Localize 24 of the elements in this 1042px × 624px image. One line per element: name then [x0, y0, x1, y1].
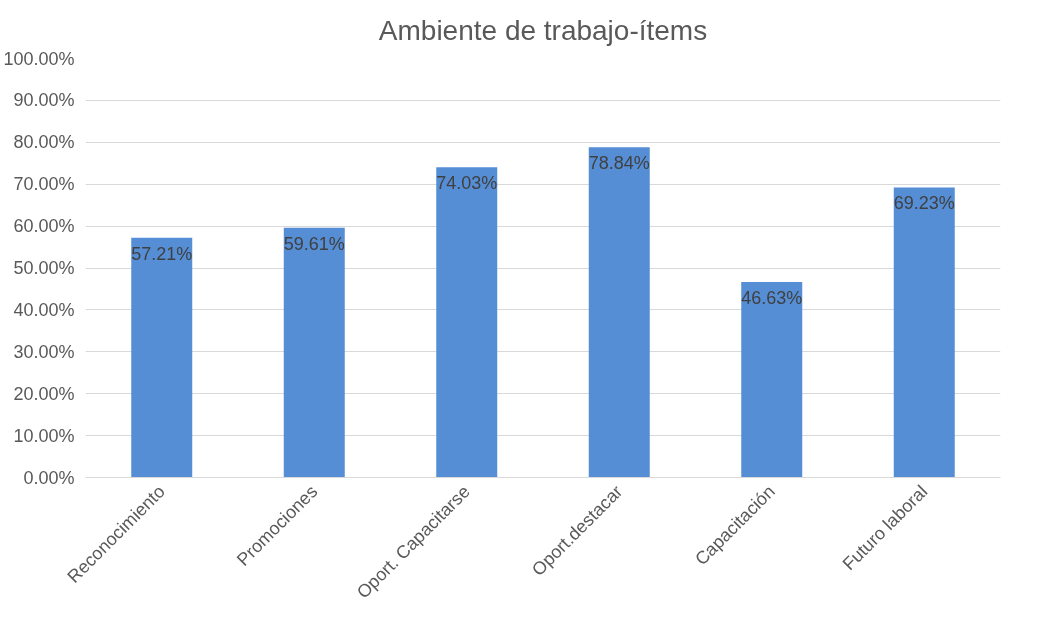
bar: [741, 282, 803, 478]
bar: [893, 187, 955, 478]
y-tick-label: 90.00%: [13, 90, 75, 111]
data-label: 78.84%: [588, 153, 650, 174]
y-tick-label: 100.00%: [3, 48, 75, 69]
y-tick-label: 30.00%: [13, 341, 75, 362]
chart-title: Ambiente de trabajo-ítems: [378, 15, 708, 46]
data-label: 59.61%: [283, 233, 345, 254]
bar: [436, 167, 498, 478]
data-label: 69.23%: [893, 193, 955, 214]
y-tick-label: 10.00%: [13, 425, 75, 446]
y-tick-label: 70.00%: [13, 174, 75, 195]
y-tick-label: 40.00%: [13, 299, 75, 320]
data-label: 46.63%: [741, 288, 803, 309]
y-tick-label: 20.00%: [13, 383, 75, 404]
bar: [131, 237, 193, 478]
bar: [283, 227, 345, 478]
y-tick-label: 80.00%: [13, 132, 75, 153]
data-label: 57.21%: [131, 243, 193, 264]
bar: [588, 147, 650, 478]
y-tick-label: 50.00%: [13, 258, 75, 278]
data-label: 74.03%: [436, 173, 498, 194]
y-tick-label: 0.00%: [23, 467, 75, 488]
y-tick-label: 60.00%: [13, 216, 75, 237]
